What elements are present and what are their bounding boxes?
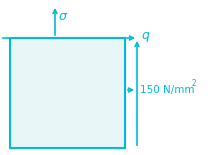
Text: q: q — [141, 29, 149, 42]
Text: σ: σ — [59, 10, 67, 23]
Text: 150 N/mm: 150 N/mm — [140, 85, 194, 95]
Text: 2: 2 — [192, 80, 197, 89]
Bar — [10, 38, 125, 148]
